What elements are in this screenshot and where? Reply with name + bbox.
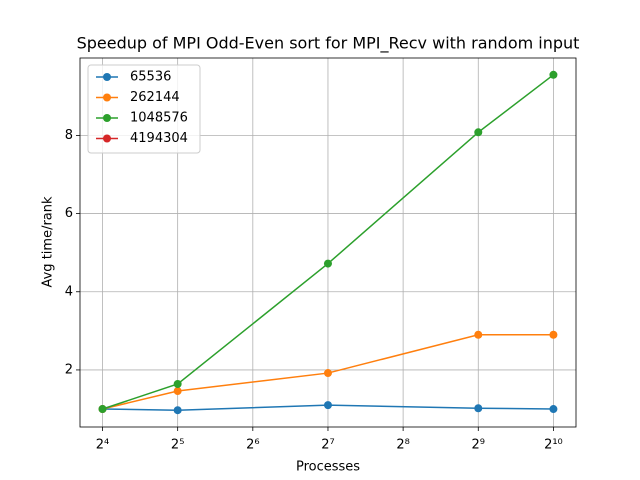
legend-label: 4194304 [130, 131, 188, 146]
legend: 65536 262144 1048576 4194304 [87, 64, 201, 154]
point [549, 70, 558, 79]
point [98, 405, 107, 414]
point [549, 330, 558, 339]
point [173, 387, 182, 396]
point [474, 404, 483, 413]
x-tick-label: 2⁹ [472, 438, 485, 453]
y-tick-label: 8 [65, 128, 73, 143]
point [474, 330, 483, 339]
legend-marker [103, 93, 111, 102]
legend-marker [103, 73, 111, 81]
x-tick-label: 2⁶ [246, 438, 259, 453]
x-tick-label: 2⁷ [321, 438, 334, 453]
legend-label: 1048576 [130, 111, 188, 126]
point [474, 128, 483, 137]
point [323, 259, 332, 268]
y-tick-label: 2 [65, 362, 73, 377]
point [323, 369, 332, 378]
plot-frame [79, 57, 577, 428]
x-tick-label: 2⁵ [171, 438, 184, 453]
point [173, 406, 182, 415]
legend-box [87, 64, 201, 154]
y-tick-label: 4 [65, 284, 73, 299]
legend-label: 65536 [130, 70, 171, 85]
point [323, 401, 332, 410]
legend-marker [103, 114, 111, 122]
y-tick-label: 6 [65, 206, 73, 221]
y-axis-label: Avg time/rank [41, 196, 56, 288]
point [173, 380, 182, 389]
point [549, 405, 558, 414]
x-tick-label: 2⁸ [396, 438, 409, 453]
chart-title: Speedup of MPI Odd-Even sort for MPI_Rec… [77, 34, 580, 54]
legend-marker [103, 134, 111, 143]
x-tick-label: 2⁴ [96, 438, 109, 453]
x-tick-label: 2¹⁰ [544, 438, 563, 453]
x-axis-label: Processes [296, 460, 360, 475]
legend-label: 262144 [130, 90, 180, 105]
